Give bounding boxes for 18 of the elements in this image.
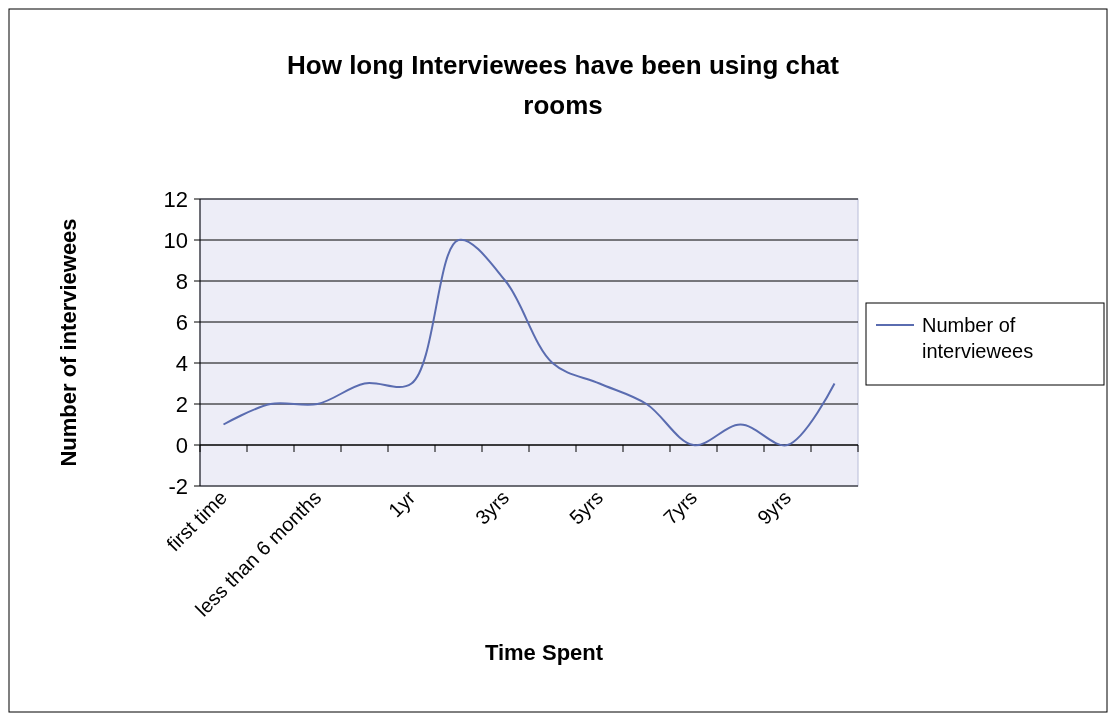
x-tick-label: 5yrs bbox=[565, 486, 608, 529]
chart-title: How long Interviewees have been using chat rooms bbox=[287, 50, 840, 120]
x-tick-label: 1yr bbox=[384, 485, 420, 522]
legend-label: Number of interviewees bbox=[922, 314, 1034, 362]
y-tick-label: 2 bbox=[175, 391, 188, 417]
y-tick-label: 8 bbox=[175, 268, 188, 294]
line-series bbox=[222, 238, 836, 447]
x-tick-label: 3yrs bbox=[471, 486, 514, 529]
y-tick-label: -2 bbox=[168, 473, 188, 499]
x-axis-title: Time Spent bbox=[484, 640, 604, 665]
y-axis-title: Number of interviewees bbox=[56, 218, 81, 467]
x-tick-label: 7yrs bbox=[659, 486, 702, 529]
y-tick-label: 12 bbox=[163, 186, 188, 212]
x-tick-label: 9yrs bbox=[753, 486, 796, 529]
y-tick-label: 6 bbox=[175, 309, 188, 335]
y-tick-label: 0 bbox=[175, 432, 188, 458]
y-tick-label: 10 bbox=[163, 227, 188, 253]
y-tick-label: 4 bbox=[175, 350, 188, 376]
